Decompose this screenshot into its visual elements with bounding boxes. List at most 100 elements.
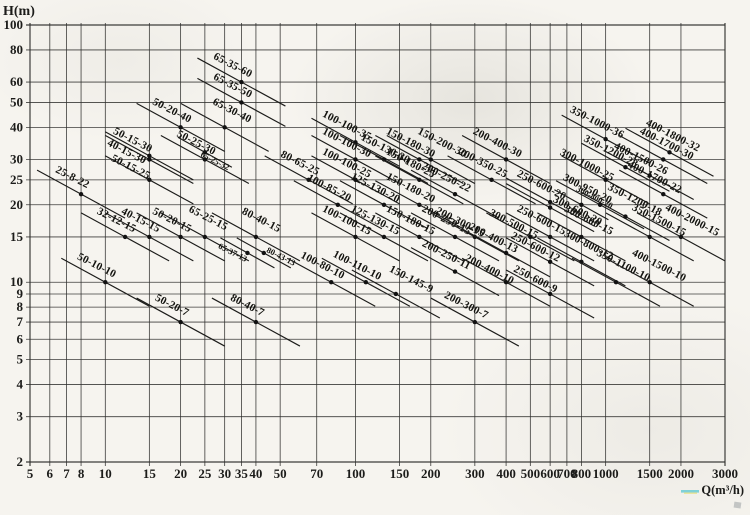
duty-point-dot xyxy=(547,199,553,205)
duty-point-dot xyxy=(147,157,152,162)
x-tick-label: 50 xyxy=(274,466,287,481)
x-tick-label: 40 xyxy=(249,466,262,481)
duty-point-dot xyxy=(579,202,584,207)
duty-point-dot xyxy=(678,234,684,240)
pump-model-label: 65-30-40 xyxy=(211,96,254,126)
x-tick-label: 35 xyxy=(235,466,249,481)
duty-point-dot xyxy=(202,150,208,155)
duty-point-dot xyxy=(489,177,494,183)
duty-point-dot xyxy=(261,250,266,256)
duty-point-dot xyxy=(335,202,341,207)
duty-point-dot xyxy=(623,214,628,219)
x-axis-title: Q(m³/h) xyxy=(701,483,744,497)
duty-point-dot xyxy=(452,234,458,240)
grid xyxy=(26,23,726,466)
scan-artifact xyxy=(733,501,742,509)
x-tick-label: 70 xyxy=(310,466,323,481)
duty-point-dot xyxy=(452,269,458,274)
duty-point-dot xyxy=(428,157,433,162)
highlighter-mark-2 xyxy=(684,492,697,494)
axis-tick-labels: 5 6 7 8 10 15 20 25 30 35 40 50 70 100 150 200 300 400 500… xyxy=(4,17,739,481)
pump-model-label: 50-10-10 xyxy=(75,251,118,281)
y-tick-label: 10 xyxy=(10,274,23,289)
y-tick-label: 8 xyxy=(17,299,24,314)
x-tick-label: 2000 xyxy=(668,466,694,481)
duty-point-dot xyxy=(306,177,311,183)
duty-point-dot xyxy=(245,250,250,256)
y-tick-label: 60 xyxy=(10,74,23,89)
y-tick-label: 15 xyxy=(10,229,24,244)
y-tick-label: 4 xyxy=(17,377,24,392)
x-tick-label: 10 xyxy=(99,466,112,481)
duty-point-dot xyxy=(613,280,619,285)
duty-point-dot xyxy=(353,234,358,240)
duty-point-dot xyxy=(417,202,422,207)
pump-model-label: 250-600-9 xyxy=(512,263,560,295)
y-tick-label: 80 xyxy=(10,42,23,57)
duty-point-dot xyxy=(528,234,533,240)
duty-point-dot xyxy=(647,280,652,285)
x-tick-label: 20 xyxy=(174,466,187,481)
x-tick-label: 30 xyxy=(218,466,231,481)
pump-model-label: 65-25-15 xyxy=(187,203,230,233)
y-tick-label: 7 xyxy=(17,314,24,329)
duty-point-dot xyxy=(393,291,399,297)
x-tick-label: 1500 xyxy=(637,466,663,481)
duty-point-dot xyxy=(178,319,183,325)
x-tick-label: 300 xyxy=(465,466,485,481)
x-tick-label: 3000 xyxy=(712,466,738,481)
x-tick-label: 100 xyxy=(346,466,366,481)
duty-point-dot xyxy=(239,79,244,85)
duty-point-dot xyxy=(363,280,369,285)
y-tick-label: 40 xyxy=(10,119,23,134)
duty-point-dot xyxy=(547,205,553,210)
y-tick-label: 2 xyxy=(17,454,24,469)
duty-point-dot xyxy=(122,234,128,240)
duty-point-dot xyxy=(147,234,152,240)
highlighter-mark xyxy=(681,490,699,493)
duty-point-dot xyxy=(547,291,553,297)
duty-point-dot xyxy=(623,164,628,170)
duty-point-dot xyxy=(417,157,422,162)
duty-point-dot xyxy=(253,319,259,325)
duty-point-dot xyxy=(353,177,358,183)
x-tick-label: 5 xyxy=(27,466,34,481)
pump-model-label: 50-20-40 xyxy=(151,96,194,126)
duty-point-dot xyxy=(353,157,358,162)
x-tick-label: 500 xyxy=(521,466,541,481)
duty-point-dot xyxy=(452,191,458,197)
y-tick-label: 6 xyxy=(17,331,24,346)
duty-point-dot xyxy=(647,234,652,240)
x-tick-label: 8 xyxy=(78,466,85,481)
x-tick-label: 400 xyxy=(496,466,516,481)
duty-point-dot xyxy=(603,136,608,142)
y-tick-label: 50 xyxy=(10,94,23,109)
x-tick-label: 15 xyxy=(143,466,157,481)
duty-point-dot xyxy=(202,157,208,162)
pump-model-label: 80-40-15 xyxy=(240,205,283,235)
duty-point-dot xyxy=(253,234,259,240)
pump-model-label: 80-40-7 xyxy=(228,292,266,319)
duty-point-dot xyxy=(202,234,208,240)
duty-point-dot xyxy=(147,177,152,183)
duty-point-dot xyxy=(103,280,108,285)
y-tick-label: 5 xyxy=(17,352,24,367)
duty-point-dot xyxy=(661,191,666,197)
x-tick-label: 600 xyxy=(540,466,560,481)
duty-point-dot xyxy=(178,125,183,130)
duty-point-dot xyxy=(178,234,183,240)
y-tick-label: 30 xyxy=(10,151,23,166)
duty-point-dot xyxy=(547,234,553,240)
x-tick-label: 7 xyxy=(63,466,70,481)
duty-point-dot xyxy=(417,177,422,183)
duty-point-dot xyxy=(647,173,652,178)
y-tick-label: 20 xyxy=(10,197,23,212)
x-tick-label: 800 xyxy=(572,466,592,481)
duty-point-dot xyxy=(579,234,584,240)
y-tick-label: 9 xyxy=(17,286,24,301)
y-tick-label: 25 xyxy=(10,172,24,187)
duty-point-dot xyxy=(503,157,509,162)
pump-model-label: 350-1000-36 xyxy=(568,104,626,142)
duty-point-dot xyxy=(78,191,84,197)
